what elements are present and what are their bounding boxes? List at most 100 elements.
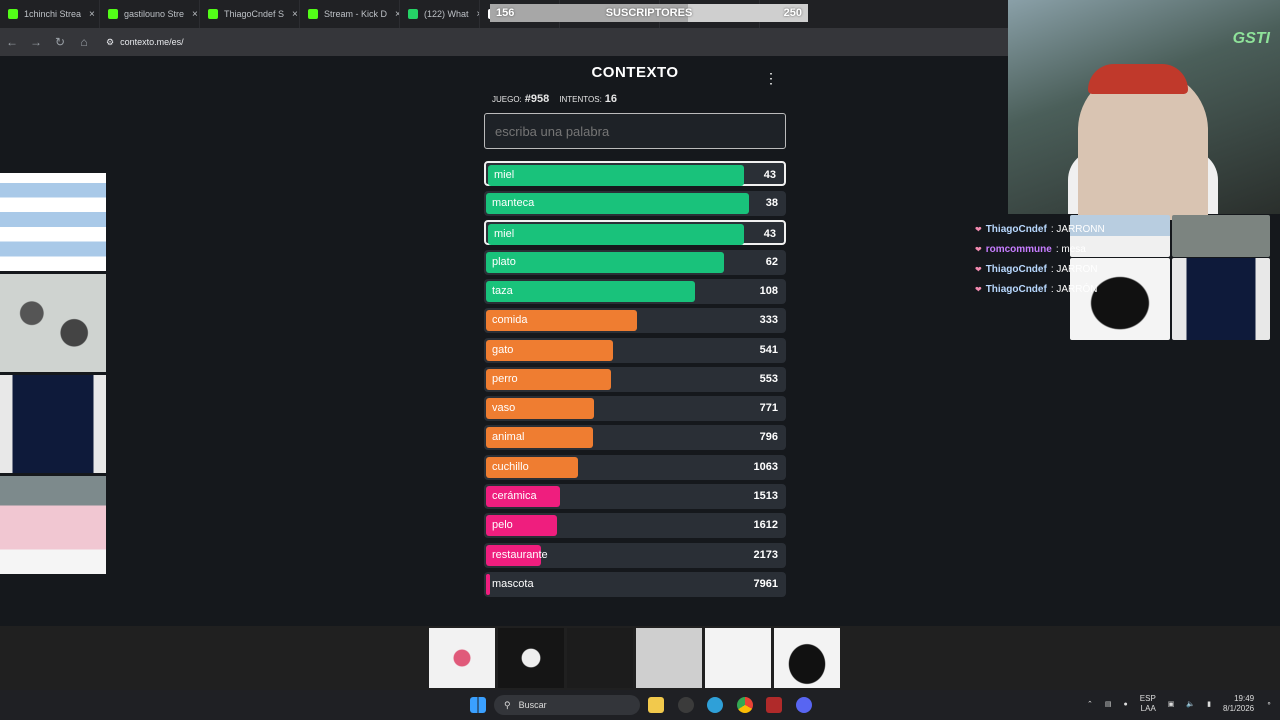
guess-word: restaurante — [492, 548, 548, 561]
taskbar-search[interactable]: ⚲ Buscar — [494, 695, 640, 715]
taskbar: ⚲ Buscar ⌃ ▤ ● ESP LAA ▣ 🔈 ▮ 19:49 8/1/202… — [0, 690, 1280, 720]
chat-overlay-sweater-image — [1172, 258, 1270, 340]
guess-word: vaso — [492, 402, 516, 415]
attempts-label: INTENTOS: — [559, 95, 602, 104]
guess-rank: 553 — [759, 372, 778, 385]
guess-rank: 1513 — [753, 490, 778, 502]
browser-tab[interactable]: 1chinchi Strea × — [0, 0, 100, 28]
language-indicator[interactable]: ESP LAA — [1140, 694, 1156, 714]
close-tab-icon[interactable]: × — [477, 9, 479, 20]
guess-word: taza — [492, 284, 513, 297]
site-settings-icon[interactable]: ⚙ — [106, 36, 115, 47]
guess-word: plato — [492, 255, 516, 268]
home-icon[interactable]: ⌂ — [80, 35, 88, 49]
chevron-up-icon[interactable]: ⌃ — [1087, 701, 1093, 708]
chat-badge-icon: ❤ — [975, 244, 982, 254]
volume-icon[interactable]: 🔈 — [1186, 701, 1196, 708]
back-icon[interactable]: ← — [6, 35, 18, 49]
guess-proximity-bar — [486, 193, 749, 214]
product-image-model[interactable] — [0, 476, 106, 574]
guess-word: gato — [492, 343, 514, 356]
chat-username[interactable]: ThiagoCndef — [985, 263, 1047, 275]
battery-icon[interactable]: ▮ — [1207, 701, 1211, 708]
subscriber-count: 156 — [496, 7, 515, 19]
guess-row: taza 108 — [484, 278, 786, 304]
guess-proximity-bar — [486, 368, 612, 390]
guess-proximity-bar — [488, 165, 745, 186]
url-field[interactable]: ⚙ contexto.me/es/ — [106, 37, 184, 48]
mic-icon[interactable]: ● — [1123, 700, 1128, 708]
guess-word: cuchillo — [492, 460, 529, 473]
subscriber-label: SUSCRIPTORES — [605, 7, 693, 19]
chat-message: ❤ ThiagoCndef: JARRONN — [975, 219, 1275, 239]
guess-rank: 796 — [759, 431, 778, 444]
browser-tab[interactable]: Stream - Kick D × — [300, 0, 400, 28]
chat-overlay-image-2 — [1172, 215, 1270, 257]
close-tab-icon[interactable]: × — [292, 8, 298, 20]
chat-username[interactable]: ThiagoCndef — [985, 283, 1047, 295]
notifications-icon[interactable]: ⚬ — [1266, 701, 1272, 708]
chat-text: : mesa — [1055, 243, 1086, 255]
merch-item-hoodie-black[interactable] — [567, 628, 633, 688]
subscriber-goal-bar: 156 SUSCRIPTORES 250 — [490, 4, 808, 22]
guess-word: mascota — [492, 577, 534, 590]
edge-icon[interactable] — [707, 697, 723, 713]
highlighted-guess-row: miel 43 — [484, 220, 786, 246]
taskbar-search-label: Buscar — [518, 700, 547, 710]
product-image-sweater-camo[interactable] — [0, 274, 106, 372]
guess-rank: 2173 — [753, 548, 778, 561]
lang-1: ESP — [1139, 694, 1156, 703]
browser-tab[interactable]: ThiagoCndef S × — [200, 0, 300, 28]
guess-row: pelo 1612 — [484, 513, 786, 539]
clock[interactable]: 19:49 8/1/2026 — [1223, 694, 1254, 714]
system-tray: ⌃ ▤ ● ESP LAA ▣ 🔈 ▮ 19:49 8/1/2026 ⚬ — [1087, 694, 1272, 714]
close-tab-icon[interactable]: × — [89, 8, 95, 20]
merch-strip — [0, 626, 1280, 690]
guess-rank: 1063 — [753, 460, 778, 473]
windows-start-icon[interactable] — [470, 697, 486, 713]
streamer-face — [1078, 70, 1208, 220]
tab-label: Stream - Kick D — [324, 9, 388, 19]
discord-icon[interactable] — [796, 697, 812, 713]
guess-proximity-bar — [486, 544, 542, 566]
guess-proximity-bar — [486, 339, 613, 361]
tab-label: ThiagoCndef S — [224, 9, 285, 19]
tab-label: 1chinchi Strea — [24, 9, 82, 19]
obs-icon[interactable] — [766, 697, 782, 713]
subscriber-goal: 250 — [783, 7, 802, 19]
close-tab-icon[interactable]: × — [395, 9, 399, 20]
browser-tab[interactable]: gastilouno Stre × — [100, 0, 200, 28]
guess-word: miel — [494, 169, 515, 181]
reload-icon[interactable]: ↻ — [54, 35, 66, 49]
guess-proximity-bar — [486, 280, 696, 302]
file-explorer-icon[interactable] — [648, 697, 664, 713]
game-title: CONTEXTO — [591, 64, 679, 81]
chat-username[interactable]: ThiagoCndef — [985, 223, 1047, 235]
guess-rank: 62 — [765, 255, 778, 268]
guess-proximity-bar — [488, 224, 745, 246]
more-menu-icon[interactable]: ⋮ — [764, 70, 778, 86]
display-icon[interactable]: ▣ — [1167, 701, 1175, 708]
merch-item-bucket-hat[interactable] — [774, 628, 840, 688]
chat-overlay-image-1 — [1070, 215, 1170, 257]
merch-item-cap-white[interactable] — [705, 628, 771, 688]
search-icon: ⚲ — [504, 699, 511, 710]
tab-favicon-icon — [208, 9, 218, 19]
product-image-sweater-navy[interactable] — [0, 375, 106, 473]
clock-date: 8/1/2026 — [1222, 704, 1255, 713]
chrome-icon[interactable] — [737, 697, 753, 713]
merch-item-jersey[interactable] — [636, 628, 702, 688]
guess-proximity-bar — [486, 486, 560, 507]
chat-badge-icon: ❤ — [975, 264, 982, 274]
merch-item-tshirt[interactable] — [429, 628, 495, 688]
tab-favicon-icon — [108, 9, 118, 19]
network-icon[interactable]: ▤ — [1104, 701, 1112, 708]
close-tab-icon[interactable]: × — [192, 8, 198, 20]
chat-username[interactable]: romcommune — [985, 243, 1052, 255]
browser-tab[interactable]: (122) What × — [400, 0, 480, 28]
forward-icon[interactable]: → — [30, 35, 42, 49]
merch-item-hoodie-print[interactable] — [498, 628, 564, 688]
product-image-sweater-striped[interactable] — [0, 173, 106, 271]
word-input[interactable] — [484, 113, 786, 149]
app-icon[interactable] — [678, 697, 694, 713]
